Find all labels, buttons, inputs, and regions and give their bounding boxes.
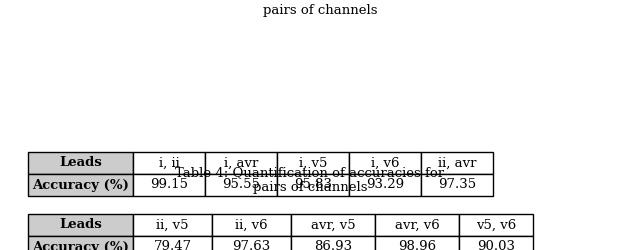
Bar [375,214,459,236]
Bar [133,214,212,236]
Bar [421,174,493,196]
Bar [277,152,349,174]
Bar [28,152,133,174]
Text: 97.35: 97.35 [438,178,476,192]
Bar [459,214,533,236]
Text: 97.63: 97.63 [232,240,271,250]
Text: v5, v6: v5, v6 [476,218,516,232]
Bar [375,236,459,250]
Text: Leads: Leads [59,156,102,170]
Text: 98.96: 98.96 [398,240,436,250]
Bar [212,236,291,250]
Bar [133,174,205,196]
Bar [421,152,493,174]
Text: avr, v6: avr, v6 [395,218,440,232]
Text: 99.15: 99.15 [150,178,188,192]
Text: i, avr: i, avr [224,156,258,170]
Bar [291,236,375,250]
Text: i, ii: i, ii [159,156,179,170]
Text: ii, v5: ii, v5 [156,218,189,232]
Bar [277,174,349,196]
Text: 79.47: 79.47 [154,240,191,250]
Text: 95.55: 95.55 [222,178,260,192]
Bar [205,174,277,196]
Bar [28,236,133,250]
Text: ii, avr: ii, avr [438,156,476,170]
Bar [28,214,133,236]
Bar [291,214,375,236]
Text: i, v5: i, v5 [299,156,327,170]
Bar [28,174,133,196]
Text: Table 4: Quantification of accuracies for: Table 4: Quantification of accuracies fo… [175,166,445,179]
Text: avr, v5: avr, v5 [310,218,355,232]
Text: Accuracy (%): Accuracy (%) [32,178,129,192]
Bar [349,152,421,174]
Bar [212,214,291,236]
Text: 86.93: 86.93 [314,240,352,250]
Text: i, v6: i, v6 [371,156,399,170]
Text: ii, v6: ii, v6 [235,218,268,232]
Text: Accuracy (%): Accuracy (%) [32,240,129,250]
Bar [205,152,277,174]
Text: 93.29: 93.29 [366,178,404,192]
Bar [133,236,212,250]
Bar [459,236,533,250]
Text: pairs of channels: pairs of channels [263,4,377,17]
Text: 90.03: 90.03 [477,240,515,250]
Text: pairs of channels: pairs of channels [253,180,367,194]
Text: Leads: Leads [59,218,102,232]
Bar [133,152,205,174]
Text: 95.83: 95.83 [294,178,332,192]
Bar [349,174,421,196]
